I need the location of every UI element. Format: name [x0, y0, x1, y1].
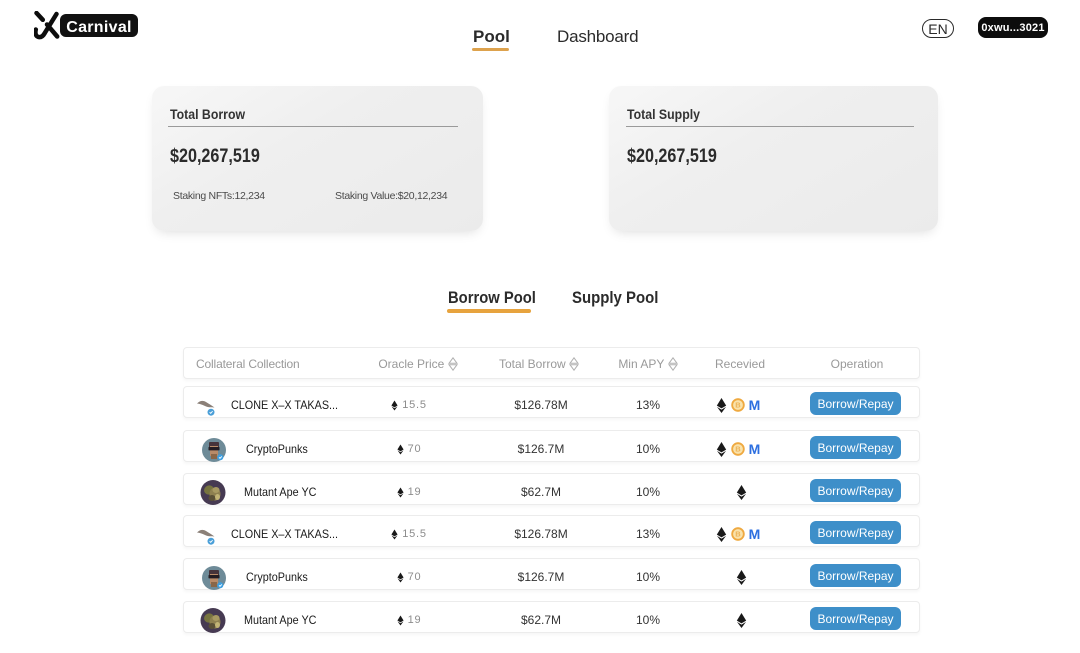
svg-text:B: B: [735, 530, 741, 539]
svg-text:Carnival: Carnival: [66, 19, 132, 36]
svg-text:B: B: [735, 401, 741, 410]
svg-text:B: B: [735, 445, 741, 454]
